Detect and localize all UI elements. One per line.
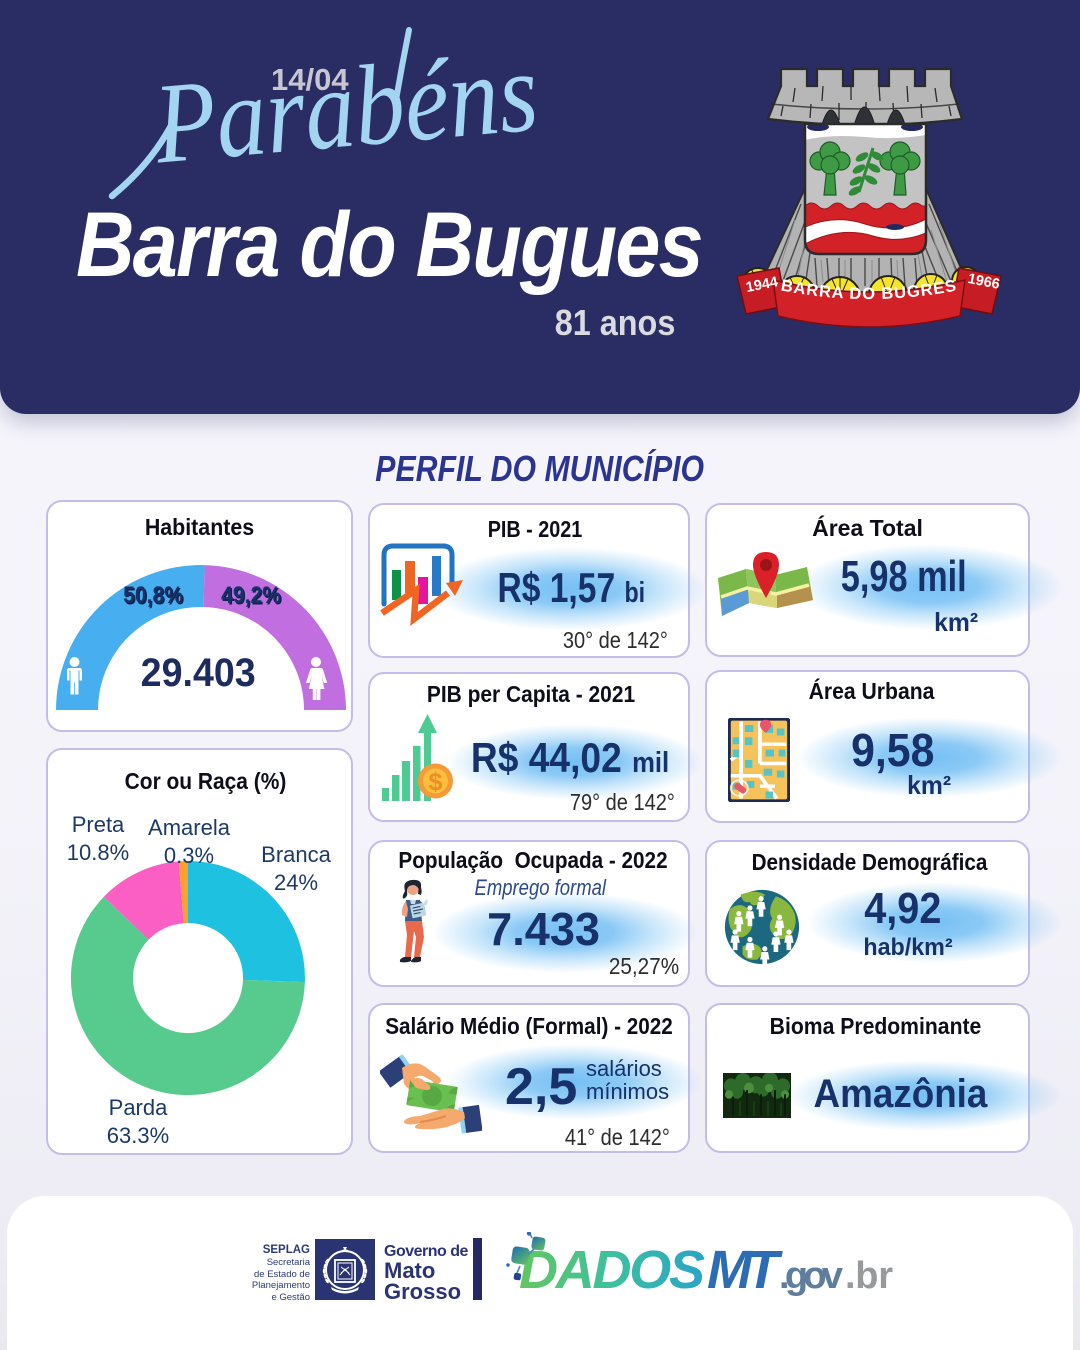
svg-text:DADOS: DADOS bbox=[519, 1240, 705, 1300]
svg-text:.gov: .gov bbox=[779, 1255, 843, 1297]
svg-text:1966: 1966 bbox=[966, 271, 1001, 293]
svg-text:$: $ bbox=[429, 768, 443, 796]
svg-text:1944: 1944 bbox=[745, 274, 780, 296]
svg-text:MT: MT bbox=[707, 1240, 783, 1300]
svg-text:.br: .br bbox=[845, 1255, 893, 1297]
